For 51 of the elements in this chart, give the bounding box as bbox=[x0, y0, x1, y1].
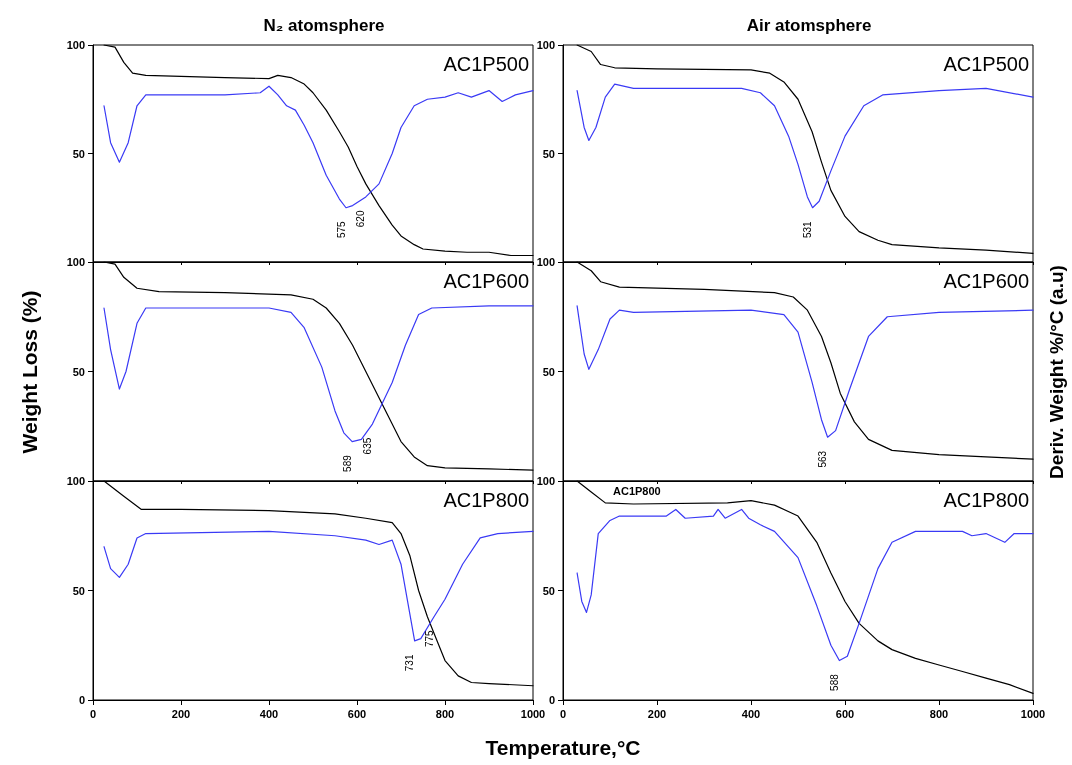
annotation: 620 bbox=[355, 210, 367, 228]
x-tick-label: 1000 bbox=[520, 707, 546, 720]
y-tick-label: 100 bbox=[536, 475, 555, 487]
x-tick-label: 800 bbox=[929, 707, 949, 720]
y-tick-label: 100 bbox=[66, 475, 85, 487]
annotation: AC1P500 bbox=[943, 53, 1030, 75]
chart-title: N₂ atomsphere bbox=[263, 16, 385, 35]
x-tick-label: 600 bbox=[347, 707, 367, 720]
x-tick-label: 600 bbox=[835, 707, 855, 720]
line-series bbox=[576, 83, 1034, 209]
annotation: AC1P800 bbox=[443, 489, 530, 511]
annotation: 589 bbox=[341, 454, 353, 472]
annotation: 775 bbox=[423, 630, 435, 648]
y-tick-label: 100 bbox=[66, 256, 85, 268]
y-axis-title: Weight Loss (%) bbox=[18, 290, 42, 454]
y-tick-label: 0 bbox=[78, 694, 85, 706]
y-tick-label: 50 bbox=[72, 365, 85, 378]
y-tick-label: 100 bbox=[536, 256, 555, 268]
x-tick-label: 400 bbox=[741, 707, 761, 720]
annotation: AC1P800 bbox=[613, 484, 661, 497]
y-tick-label: 100 bbox=[536, 39, 555, 51]
x-tick-label: 800 bbox=[435, 707, 455, 720]
x-tick-label: 1000 bbox=[1020, 707, 1046, 720]
annotation: AC1P600 bbox=[943, 270, 1030, 292]
annotation: 588 bbox=[828, 673, 840, 691]
annotation: 635 bbox=[361, 437, 373, 455]
annotation: 731 bbox=[404, 654, 416, 672]
x-tick-label: 200 bbox=[171, 707, 191, 720]
x-tick-label: 0 bbox=[559, 707, 567, 720]
annotation: AC1P600 bbox=[443, 270, 530, 292]
y-tick-label: 50 bbox=[72, 584, 85, 597]
annotation: AC1P500 bbox=[443, 53, 530, 75]
y-tick-label: 0 bbox=[548, 694, 555, 706]
annotation: AC1P800 bbox=[943, 489, 1030, 511]
y-tick-label: 50 bbox=[72, 147, 85, 160]
x-tick-label: 200 bbox=[647, 707, 667, 720]
annotation: 531 bbox=[802, 220, 814, 239]
y-tick-label: 50 bbox=[542, 365, 555, 378]
x-axis-title: Temperature,°C bbox=[485, 736, 641, 760]
line-series bbox=[576, 508, 1034, 662]
line-series bbox=[103, 85, 534, 209]
y-tick-label: 50 bbox=[542, 584, 555, 597]
x-tick-label: 0 bbox=[89, 707, 97, 720]
y-tick-label: 50 bbox=[542, 147, 555, 160]
x-tick-label: 400 bbox=[259, 707, 279, 720]
y-tick-label: 100 bbox=[66, 39, 85, 51]
annotation: 563 bbox=[817, 450, 829, 468]
annotation: 575 bbox=[335, 220, 347, 239]
line-series bbox=[576, 305, 1034, 438]
y2-axis-title: Deriv. Weight %/°C (a.u) bbox=[1046, 265, 1068, 479]
chart-title: Air atomsphere bbox=[746, 16, 872, 35]
